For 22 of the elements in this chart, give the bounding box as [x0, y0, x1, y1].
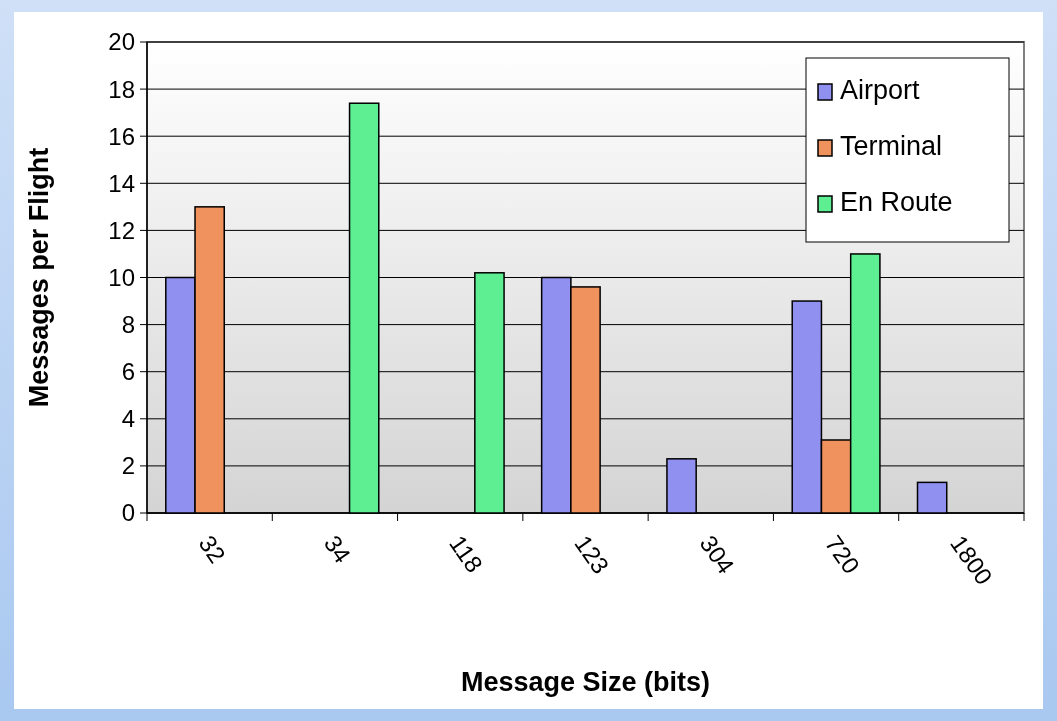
- y-tick-label: 10: [108, 263, 135, 291]
- y-tick-label: 8: [121, 311, 135, 338]
- legend-label: En Route: [840, 186, 953, 217]
- x-tick-label: 32: [193, 530, 231, 568]
- y-tick-label: 16: [108, 122, 135, 150]
- y-axis-title: Messages per Flight: [24, 147, 54, 408]
- y-tick-label: 2: [121, 452, 135, 480]
- x-tick-label: 34: [318, 530, 357, 568]
- legend-label: Terminal: [840, 130, 943, 161]
- x-tick-label: 720: [819, 530, 866, 579]
- y-tick-label: 6: [121, 358, 135, 386]
- y-tick-label: 14: [108, 169, 135, 197]
- y-tick-label: 18: [108, 75, 135, 103]
- legend-label: Airport: [840, 74, 921, 105]
- x-axis-title: Message Size (bits): [460, 667, 711, 697]
- x-tick-label: 118: [444, 530, 489, 578]
- y-tick-label: 4: [121, 405, 135, 433]
- x-tick-label: 123: [569, 530, 615, 579]
- y-tick-label: 20: [108, 28, 135, 56]
- y-tick-label: 12: [108, 216, 135, 244]
- x-tick-label: 304: [694, 530, 740, 579]
- y-tick-label: 0: [121, 499, 135, 527]
